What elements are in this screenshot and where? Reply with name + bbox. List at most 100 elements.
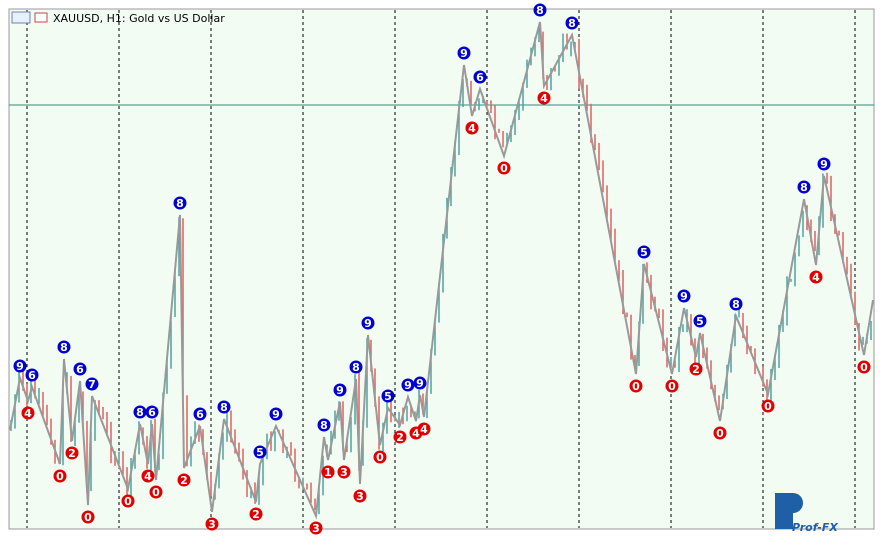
marker-dot <box>857 360 871 374</box>
marker-dot <box>761 399 775 413</box>
marker-label: 6 <box>476 71 484 84</box>
marker-dot <box>249 507 263 521</box>
marker-label: 4 <box>540 92 548 105</box>
marker-dot <box>693 314 707 328</box>
marker-label: 0 <box>764 400 772 413</box>
watermark: Prof-FX <box>792 521 838 534</box>
marker-dot <box>337 465 351 479</box>
marker-label: 1 <box>324 466 332 479</box>
marker-label: 0 <box>56 470 64 483</box>
marker-dot <box>173 196 187 210</box>
marker-label: 0 <box>500 162 508 175</box>
marker-label: 4 <box>812 271 820 284</box>
zigzag <box>9 21 874 520</box>
marker-dot <box>145 405 159 419</box>
marker-label: 6 <box>148 406 156 419</box>
marker-dot <box>321 465 335 479</box>
watermark-logo: Prof-FX <box>775 493 838 534</box>
marker-dot <box>729 297 743 311</box>
marker-label: 9 <box>820 158 828 171</box>
marker-dot <box>205 517 219 531</box>
marker-dot <box>361 316 375 330</box>
marker-label: 9 <box>460 47 468 60</box>
marker-dot <box>177 473 191 487</box>
marker-dot <box>797 180 811 194</box>
marker-dot <box>349 360 363 374</box>
marker-dot <box>637 245 651 259</box>
marker-dot <box>401 378 415 392</box>
marker-label: 4 <box>24 407 32 420</box>
marker-label: 9 <box>404 379 412 392</box>
marker-dot <box>81 510 95 524</box>
marker-dot <box>665 379 679 393</box>
marker-label: 2 <box>68 447 76 460</box>
marker-dot <box>25 368 39 382</box>
marker-label: 9 <box>336 384 344 397</box>
marker-dot <box>149 485 163 499</box>
marker-label: 2 <box>396 431 404 444</box>
marker-label: 8 <box>800 181 808 194</box>
marker-dot <box>381 389 395 403</box>
marker-label: 9 <box>416 377 424 390</box>
marker-label: 5 <box>384 390 392 403</box>
marker-label: 0 <box>376 451 384 464</box>
marker-dot <box>533 3 547 17</box>
marker-dot <box>121 494 135 508</box>
marker-label: 4 <box>468 122 476 135</box>
marker-dot <box>269 407 283 421</box>
marker-label: 6 <box>76 363 84 376</box>
marker-dot <box>53 469 67 483</box>
marker-dot <box>817 157 831 171</box>
marker-dot <box>333 383 347 397</box>
marker-dot <box>21 406 35 420</box>
marker-label: 7 <box>88 378 96 391</box>
marker-label: 8 <box>352 361 360 374</box>
marker-label: 0 <box>668 380 676 393</box>
marker-label: 0 <box>84 511 92 524</box>
marker-dot <box>141 469 155 483</box>
marker-label: 3 <box>356 490 364 503</box>
marker-label: 8 <box>60 341 68 354</box>
marker-label: 8 <box>568 17 576 30</box>
marker-label: 2 <box>692 363 700 376</box>
marker-label: 8 <box>220 401 228 414</box>
marker-dot <box>373 450 387 464</box>
marker-dot <box>65 446 79 460</box>
marker-dot <box>309 521 323 535</box>
symbol-icon <box>34 12 48 23</box>
marker-dot <box>689 362 703 376</box>
marker-label: 0 <box>716 427 724 440</box>
marker-dot <box>85 377 99 391</box>
marker-dot <box>393 430 407 444</box>
marker-dot <box>809 270 823 284</box>
marker-label: 8 <box>732 298 740 311</box>
marker-label: 9 <box>364 317 372 330</box>
marker-label: 3 <box>340 466 348 479</box>
marker-dot <box>465 121 479 135</box>
marker-label: 6 <box>196 408 204 421</box>
marker-dot <box>73 362 87 376</box>
marker-label: 2 <box>252 508 260 521</box>
period-separators <box>26 10 856 528</box>
marker-dot <box>713 426 727 440</box>
marker-label: 4 <box>420 423 428 436</box>
marker-label: 4 <box>412 427 420 440</box>
marker-label: 0 <box>632 380 640 393</box>
marker-label: 2 <box>180 474 188 487</box>
marker-label: 5 <box>256 446 264 459</box>
chart-title: XAUUSD, H1: Gold vs US Dollar <box>53 12 225 25</box>
marker-label: 3 <box>208 518 216 531</box>
marker-dot <box>677 289 691 303</box>
marker-label: 9 <box>272 408 280 421</box>
marker-label: 9 <box>680 290 688 303</box>
marker-dot <box>565 16 579 30</box>
marker-label: 5 <box>696 315 704 328</box>
marker-dot <box>193 407 207 421</box>
marker-dot <box>317 418 331 432</box>
marker-label: 8 <box>536 4 544 17</box>
marker-label: 0 <box>152 486 160 499</box>
marker-dot <box>457 46 471 60</box>
marker-label: 0 <box>124 495 132 508</box>
